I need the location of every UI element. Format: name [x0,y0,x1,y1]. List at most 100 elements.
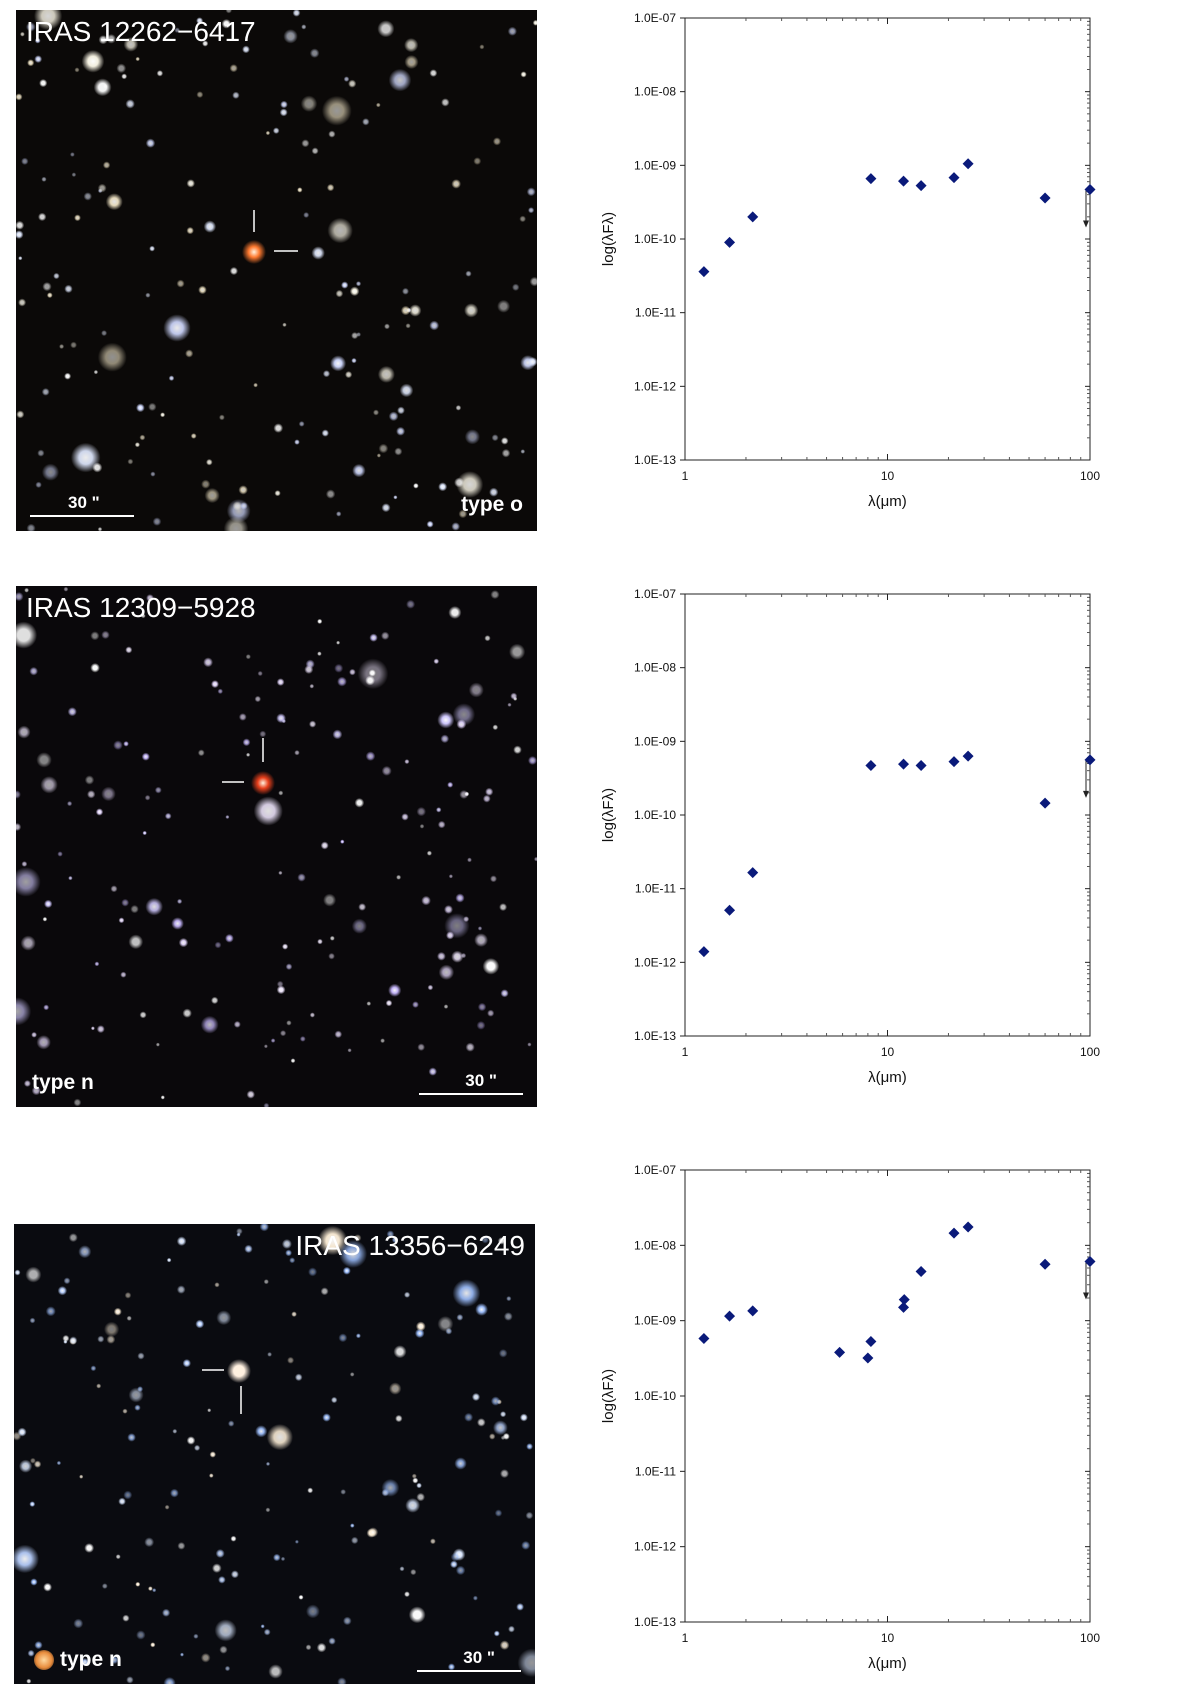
star [113,740,123,750]
data-point [1039,1258,1051,1270]
star [492,137,502,146]
star [468,682,484,698]
star [154,786,162,794]
data-point [862,1352,874,1364]
star [115,1554,121,1560]
star [475,1303,488,1316]
star [121,898,130,907]
star [516,1603,524,1611]
star [63,1277,71,1285]
star [68,875,73,881]
star [244,1244,253,1254]
star [436,807,442,813]
star [105,193,123,211]
star [113,1307,122,1316]
star [225,815,230,819]
y-tick-label: 1.0E-11 [635,1464,676,1478]
star [242,738,251,747]
star [84,1543,95,1553]
star [176,279,185,288]
star [41,176,47,182]
star [70,341,77,349]
star [203,657,214,668]
star [500,1435,506,1440]
star [309,720,317,728]
star [214,1619,237,1642]
star [437,711,455,729]
star [253,382,258,388]
star [388,68,412,92]
star [31,1031,37,1038]
star [95,808,104,816]
data-point [865,759,877,771]
plot-frame [684,593,1091,1037]
star [196,17,204,25]
type-marker-dot [34,1650,54,1670]
y-tick-label: 1.0E-10 [634,232,676,246]
star [200,1015,219,1034]
data-point [724,1310,736,1322]
star [178,937,189,948]
star [429,69,438,77]
star [238,713,247,721]
y-tick-label: 1.0E-13 [634,1615,676,1629]
scale-bar [30,515,134,517]
data-point [898,175,910,187]
star [74,67,80,73]
star [406,599,416,609]
star [473,157,482,166]
star [202,40,209,47]
star [24,587,29,593]
star [79,1474,84,1479]
y-axis-label: log(λFλ) [600,1369,617,1423]
star [164,812,172,820]
star [23,1080,31,1087]
star [376,102,381,108]
star [292,10,301,17]
star [450,1552,460,1562]
type-label: type n [60,1648,122,1671]
upper-limit-arrowhead [1083,790,1089,798]
star [265,130,271,136]
data-point [1039,797,1051,809]
star [17,725,31,739]
star [345,371,353,379]
scale-bar [419,1093,523,1095]
star [337,1677,347,1684]
star [203,220,217,233]
star [46,292,53,299]
star [354,1234,362,1242]
star [120,971,127,978]
star [41,463,60,481]
star [343,76,350,82]
star [144,1537,155,1548]
y-tick-label: 1.0E-11 [635,882,676,896]
y-tick-label: 1.0E-13 [634,1029,676,1043]
star [14,1269,21,1276]
star [29,666,38,676]
star [285,963,293,970]
star [16,410,25,419]
star [286,1020,292,1026]
star [266,1424,293,1451]
star [242,45,250,54]
star [373,409,379,416]
star [134,442,140,448]
sed-chart-3-svg: 1.0E-13 1.0E-12 1.0E-11 1.0E-10 1.0E-09 1.0E-… [600,1163,1100,1672]
star [123,1490,133,1500]
star [29,1501,36,1507]
star [517,1648,535,1678]
star [16,220,25,230]
star [316,1642,327,1653]
star [476,1021,486,1030]
star [400,305,411,316]
star [521,1540,531,1550]
star [526,1443,533,1450]
star [297,187,303,193]
star [497,299,511,313]
star [365,751,376,761]
star [520,449,526,454]
star [182,1359,191,1368]
star [281,718,286,724]
star [499,1640,510,1650]
